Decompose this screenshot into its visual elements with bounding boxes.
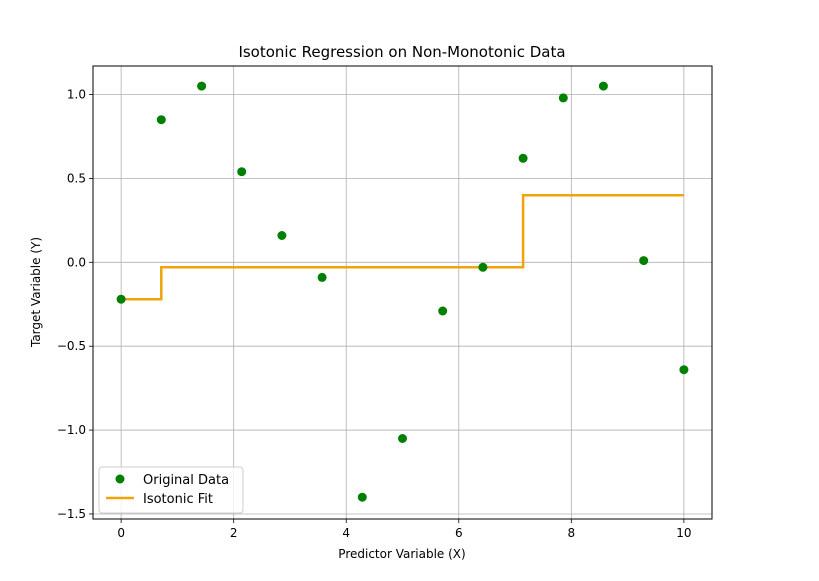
data-point <box>156 115 166 125</box>
data-point <box>317 272 327 282</box>
data-point <box>277 231 287 240</box>
legend-box <box>98 466 244 514</box>
x-tick-label: 0 <box>117 526 125 540</box>
x-tick-label: 2 <box>230 526 238 540</box>
legend: Original Data Isotonic Fit <box>98 466 244 514</box>
data-point <box>518 153 528 163</box>
legend-marker-original-data <box>115 474 125 484</box>
x-tick-label: 10 <box>676 526 691 540</box>
x-tick-label: 8 <box>567 526 575 540</box>
x-tick-label: 6 <box>455 526 463 540</box>
data-point <box>357 492 367 502</box>
data-point <box>598 81 608 91</box>
data-point <box>679 365 689 375</box>
y-tick-label: −0.5 <box>57 339 86 353</box>
y-tick-label: 1.0 <box>67 88 86 102</box>
data-point <box>197 81 207 91</box>
grid <box>93 66 712 519</box>
plot-frame <box>92 65 713 520</box>
y-tick-label: −1.0 <box>57 423 86 437</box>
axis-ticks: 0 2 4 6 8 10 1.0 0.5 0.0 −0.5 −1.0 −1.5 <box>57 88 692 540</box>
data-point <box>116 294 126 304</box>
data-point <box>237 167 247 177</box>
x-axis-label: Predictor Variable (X) <box>338 547 465 561</box>
data-point <box>639 256 649 266</box>
isotonic-fit-line <box>121 193 684 301</box>
x-tick-label: 4 <box>342 526 350 540</box>
legend-label-original-data: Original Data <box>143 473 229 488</box>
data-point <box>438 306 448 316</box>
y-tick-label: 0.5 <box>67 171 86 185</box>
data-point <box>478 262 488 272</box>
data-point <box>558 93 568 103</box>
y-tick-label: 0.0 <box>67 255 86 269</box>
data-point <box>398 434 407 443</box>
chart-title: Isotonic Regression on Non-Monotonic Dat… <box>238 43 565 61</box>
y-tick-label: −1.5 <box>57 507 86 521</box>
y-axis-label: Target Variable (Y) <box>29 237 43 348</box>
legend-label-isotonic-fit: Isotonic Fit <box>143 492 213 507</box>
plot-series <box>116 81 689 502</box>
